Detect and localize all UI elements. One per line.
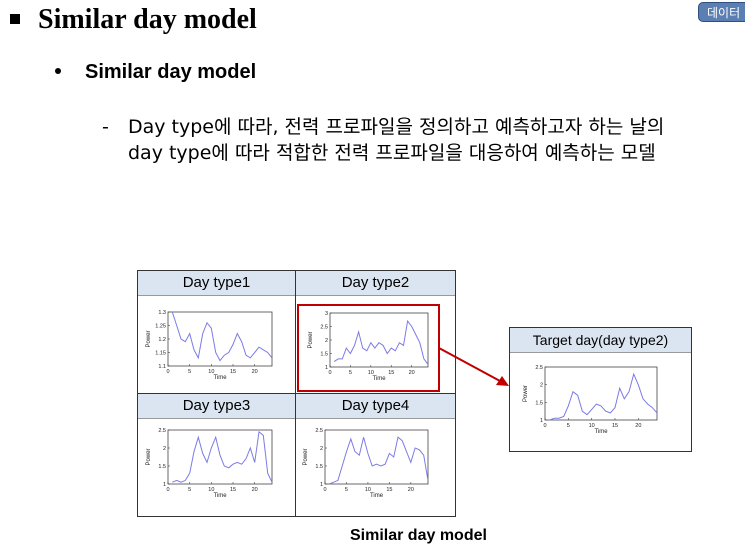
x-tick-label: 10 (589, 423, 595, 429)
y-tick-label: 2.5 (535, 365, 543, 371)
y-tick-label: 1.25 (155, 324, 166, 330)
y-tick-label: 1 (540, 418, 543, 424)
y-tick-label: 2.5 (158, 428, 166, 434)
y-tick-label: 1.2 (158, 337, 166, 343)
y-tick-label: 1.5 (535, 400, 543, 406)
day-type4-header: Day type4 (296, 394, 455, 419)
x-tick-label: 15 (386, 487, 392, 493)
x-tick-label: 20 (252, 487, 258, 493)
page-title: Similar day model (10, 4, 257, 36)
x-tick-label: 5 (349, 370, 352, 376)
y-axis-label: Power (308, 331, 314, 348)
round-bullet-icon (55, 67, 61, 74)
subtitle-text: Similar day model (85, 61, 257, 83)
x-axis-label: Time (370, 493, 384, 499)
subtitle: Similar day model (55, 61, 256, 84)
x-tick-label: 10 (368, 370, 374, 376)
description-line-1: - Day type에 따라, 전력 프로파일을 정의하고 예측하고자 하는 날의 (102, 112, 664, 139)
x-tick-label: 0 (166, 369, 169, 375)
y-tick-label: 1.5 (158, 464, 166, 470)
x-tick-label: 5 (188, 487, 191, 493)
description-line-2: day type에 따라 적합한 전력 프로파일을 대응하여 예측하는 모델 (128, 142, 656, 164)
grid-horizontal-divider (138, 393, 455, 394)
plot-frame (329, 312, 429, 368)
y-tick-label: 2 (540, 383, 543, 389)
series-line (333, 319, 429, 365)
x-tick-label: 5 (345, 487, 348, 493)
day-type3-chart: 1 1.5 2 2.5 0 5 10 15 20 Time Power (146, 428, 273, 499)
y-tick-label: 1 (325, 365, 328, 371)
x-tick-label: 10 (208, 487, 214, 493)
day-type1-chart: 1.1 1.15 1.2 1.25 1.3 0 5 10 15 20 Time Power (146, 310, 273, 381)
y-tick-label: 1.1 (158, 364, 166, 370)
series-line (172, 430, 273, 483)
target-day-chart: 1 1.5 2 2.5 0 5 10 15 20 Time Power (523, 365, 658, 435)
plot-frame (167, 311, 273, 367)
day-type2-chart: 1 1.5 2 2.5 3 0 5 10 15 20 Time Power (308, 311, 429, 382)
figure-caption: Similar day model (350, 527, 487, 544)
y-tick-label: 2 (320, 446, 323, 452)
plot-frame (324, 429, 429, 485)
y-tick-label: 1 (163, 482, 166, 488)
plot-frame (544, 366, 658, 421)
x-axis-label: Time (594, 429, 608, 435)
y-axis-label: Power (146, 448, 152, 465)
x-tick-label: 0 (328, 370, 331, 376)
x-axis-label: Time (213, 375, 227, 381)
y-axis-label: Power (146, 330, 152, 347)
target-day-header: Target day(day type2) (510, 328, 691, 353)
x-axis-label: Time (372, 376, 386, 382)
y-axis-label: Power (523, 385, 529, 402)
arrow-head-icon (496, 376, 509, 386)
x-tick-label: 15 (388, 370, 394, 376)
x-tick-label: 15 (612, 423, 618, 429)
x-tick-label: 5 (567, 423, 570, 429)
description-text-1: Day type에 따라, 전력 프로파일을 정의하고 예측하고자 하는 날의 (128, 116, 665, 138)
x-tick-label: 0 (166, 487, 169, 493)
y-tick-label: 2 (325, 338, 328, 344)
title-text: Similar day model (38, 4, 257, 35)
data-badge-button[interactable]: 데이터 (698, 2, 745, 22)
y-tick-label: 1.3 (158, 310, 166, 316)
y-tick-label: 1 (320, 482, 323, 488)
y-tick-label: 1.15 (155, 351, 166, 357)
x-tick-label: 15 (230, 369, 236, 375)
y-tick-label: 2.5 (320, 325, 328, 331)
series-line (171, 311, 273, 362)
x-tick-label: 20 (252, 369, 258, 375)
series-line (549, 372, 658, 421)
x-tick-label: 0 (543, 423, 546, 429)
x-tick-label: 10 (365, 487, 371, 493)
y-axis-label: Power (303, 448, 309, 465)
x-tick-label: 20 (635, 423, 641, 429)
x-axis-label: Time (213, 493, 227, 499)
y-tick-label: 1.5 (320, 352, 328, 358)
y-tick-label: 2 (163, 446, 166, 452)
x-tick-label: 20 (409, 370, 415, 376)
square-bullet-icon (10, 13, 20, 24)
x-tick-label: 0 (323, 487, 326, 493)
y-tick-label: 2.5 (315, 428, 323, 434)
x-tick-label: 10 (208, 369, 214, 375)
day-type1-header: Day type1 (138, 271, 295, 296)
y-tick-label: 3 (325, 311, 328, 317)
dash-bullet: - (102, 116, 109, 138)
y-tick-label: 1.5 (315, 464, 323, 470)
series-line (329, 436, 429, 485)
day-type3-header: Day type3 (138, 394, 295, 419)
plot-frame (167, 429, 273, 485)
x-tick-label: 20 (408, 487, 414, 493)
x-tick-label: 5 (188, 369, 191, 375)
highlight-arrow-line (438, 347, 501, 382)
day-type2-header: Day type2 (296, 271, 455, 296)
day-type4-chart: 1 1.5 2 2.5 0 5 10 15 20 Time Power (303, 428, 429, 499)
x-tick-label: 15 (230, 487, 236, 493)
